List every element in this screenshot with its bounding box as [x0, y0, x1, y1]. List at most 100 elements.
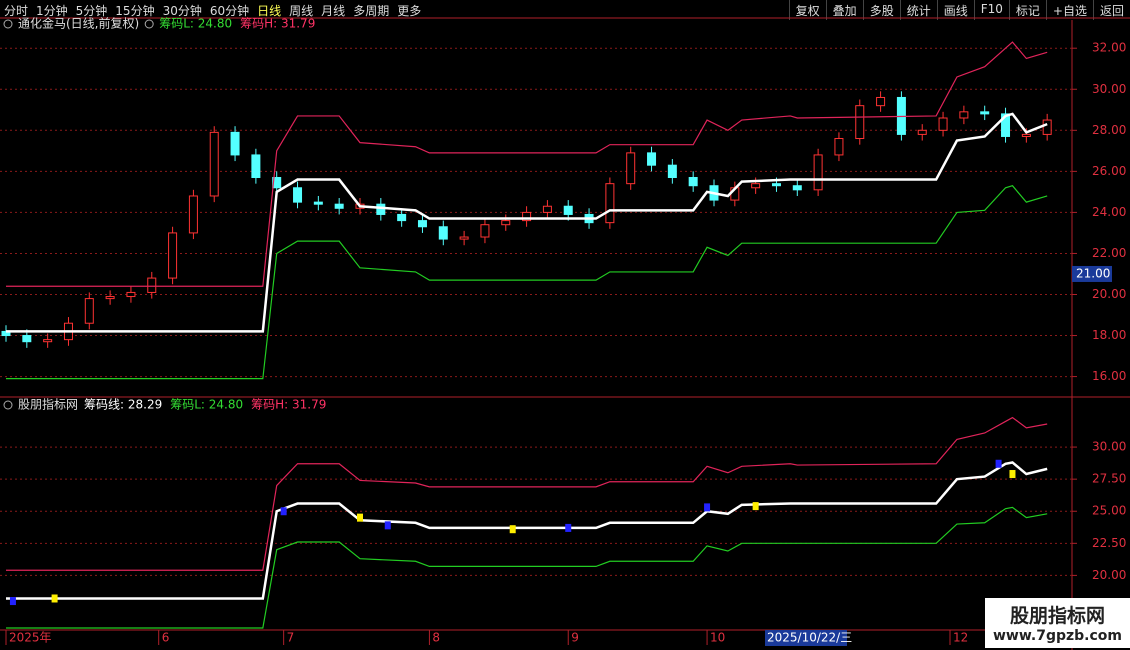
- y-tick-label: 26.00: [1092, 164, 1126, 178]
- tab[interactable]: 5分钟: [75, 4, 108, 18]
- candle-body: [84, 298, 94, 324]
- x-tick-label: 12: [953, 631, 968, 645]
- tab[interactable]: 30分钟: [162, 4, 202, 18]
- candle-body: [459, 236, 469, 240]
- signal-marker: [995, 459, 1002, 468]
- candle-body: [771, 183, 781, 187]
- button[interactable]: 统计: [899, 0, 937, 20]
- y-tick-label: 30.00: [1092, 82, 1126, 96]
- tab[interactable]: 更多: [397, 4, 422, 18]
- tab[interactable]: 月线: [321, 4, 346, 18]
- candle-body: [792, 185, 802, 191]
- y-tick-label: 16.00: [1092, 369, 1126, 383]
- signal-marker: [357, 513, 363, 522]
- candle-body: [667, 164, 677, 179]
- date-label: 2025/10/22/三: [767, 631, 852, 645]
- candle-body: [563, 205, 573, 215]
- candle-body: [917, 129, 927, 135]
- y-tick-label: 27.50: [1092, 472, 1126, 486]
- button[interactable]: +自选: [1045, 0, 1093, 20]
- candle-body: [1021, 133, 1031, 137]
- series-line: [6, 112, 1048, 333]
- signal-marker: [280, 507, 287, 516]
- candle-body: [251, 154, 261, 179]
- toolbar: 分时 1分钟 5分钟 15分钟 30分钟 60分钟 日线 周线 月线 多周期 更多 复权 叠加 多股 统计画…: [0, 0, 1130, 20]
- tab[interactable]: 15分钟: [115, 4, 155, 18]
- candle-body: [334, 203, 344, 209]
- series-line: [6, 185, 1048, 380]
- tab[interactable]: 分时: [4, 4, 29, 18]
- x-tick-label: 8: [432, 631, 440, 645]
- signal-marker: [509, 525, 516, 534]
- signal-marker: [704, 503, 711, 512]
- candle-body: [813, 154, 823, 191]
- button[interactable]: 复权: [788, 0, 826, 20]
- panel-title: 股朋指标网: [18, 397, 78, 412]
- y-tick-label: 20.00: [1092, 287, 1126, 301]
- candle-body: [105, 296, 115, 300]
- candle-body: [376, 203, 386, 215]
- candle-body: [272, 177, 282, 189]
- candle-body: [855, 105, 865, 140]
- panel-title: 通化金马(日线,前复权): [18, 16, 139, 31]
- button[interactable]: 叠加: [825, 0, 863, 20]
- watermark-url: www.7gpzb.com: [992, 628, 1122, 644]
- button[interactable]: 多股: [862, 0, 900, 20]
- candle-body: [834, 138, 844, 156]
- y-tick-label: 18.00: [1092, 328, 1126, 342]
- title-icon: [3, 19, 13, 29]
- candle-body: [126, 291, 136, 298]
- candle-body: [1001, 113, 1011, 137]
- candle-body: [938, 117, 948, 131]
- watermark-title: 股朋指标网: [1009, 605, 1105, 627]
- signal-marker: [384, 521, 391, 530]
- series-line: [6, 41, 1048, 287]
- candle-body: [188, 195, 198, 234]
- candle-body: [980, 111, 990, 115]
- button[interactable]: 画线: [936, 0, 974, 20]
- candle-body: [22, 335, 32, 343]
- signal-marker: [752, 502, 759, 511]
- buttons: 复权 叠加 多股 统计 画线 F10 标记 +自选 返回: [788, 0, 1130, 20]
- candle-body: [230, 131, 240, 156]
- annotation: 筹码H: 31.79: [240, 17, 315, 31]
- candle-body: [501, 220, 511, 226]
- x-tick-label: 6: [162, 631, 170, 645]
- candle-body: [480, 224, 490, 238]
- candle-body: [605, 183, 615, 224]
- candle-body: [688, 177, 698, 187]
- y-tick-label: 25.00: [1092, 504, 1126, 518]
- y-tick-label: 20.00: [1092, 568, 1126, 582]
- tab[interactable]: 周线: [289, 4, 314, 18]
- candle-body: [1042, 119, 1052, 135]
- series-line: [6, 506, 1048, 629]
- button[interactable]: 标记: [1008, 0, 1046, 20]
- candle-body: [876, 96, 886, 107]
- candle-body: [647, 152, 657, 166]
- x-tick-label: 2025年: [9, 631, 52, 645]
- candle-body: [147, 277, 157, 293]
- tabs: 分时 1分钟 5分钟 15分钟 30分钟 60分钟 日线 周线 月线 多周期 更多: [0, 0, 425, 20]
- signal-marker: [9, 597, 16, 606]
- candle-body: [43, 339, 53, 343]
- annotation: 筹码线: 28.29: [84, 398, 162, 412]
- annotation: 筹码L: 24.80: [170, 398, 243, 412]
- tab[interactable]: 60分钟: [209, 4, 250, 18]
- candle-body: [522, 211, 532, 222]
- tab[interactable]: 多周期: [353, 4, 390, 18]
- tab[interactable]: 1分钟: [36, 4, 68, 18]
- tab[interactable]: 日线: [257, 4, 282, 18]
- y-tick-label: 22.50: [1092, 536, 1126, 550]
- candle-body: [417, 220, 427, 228]
- x-tick-label: 9: [571, 631, 579, 645]
- button[interactable]: 返回: [1092, 0, 1130, 20]
- annotation: 筹码H: 31.79: [251, 398, 326, 412]
- y-tick-label: 32.00: [1092, 41, 1126, 55]
- candle-body: [397, 213, 407, 222]
- candle-body: [293, 187, 303, 203]
- candle-body: [751, 183, 761, 189]
- button[interactable]: F10: [973, 0, 1009, 20]
- title-icon: [3, 400, 13, 410]
